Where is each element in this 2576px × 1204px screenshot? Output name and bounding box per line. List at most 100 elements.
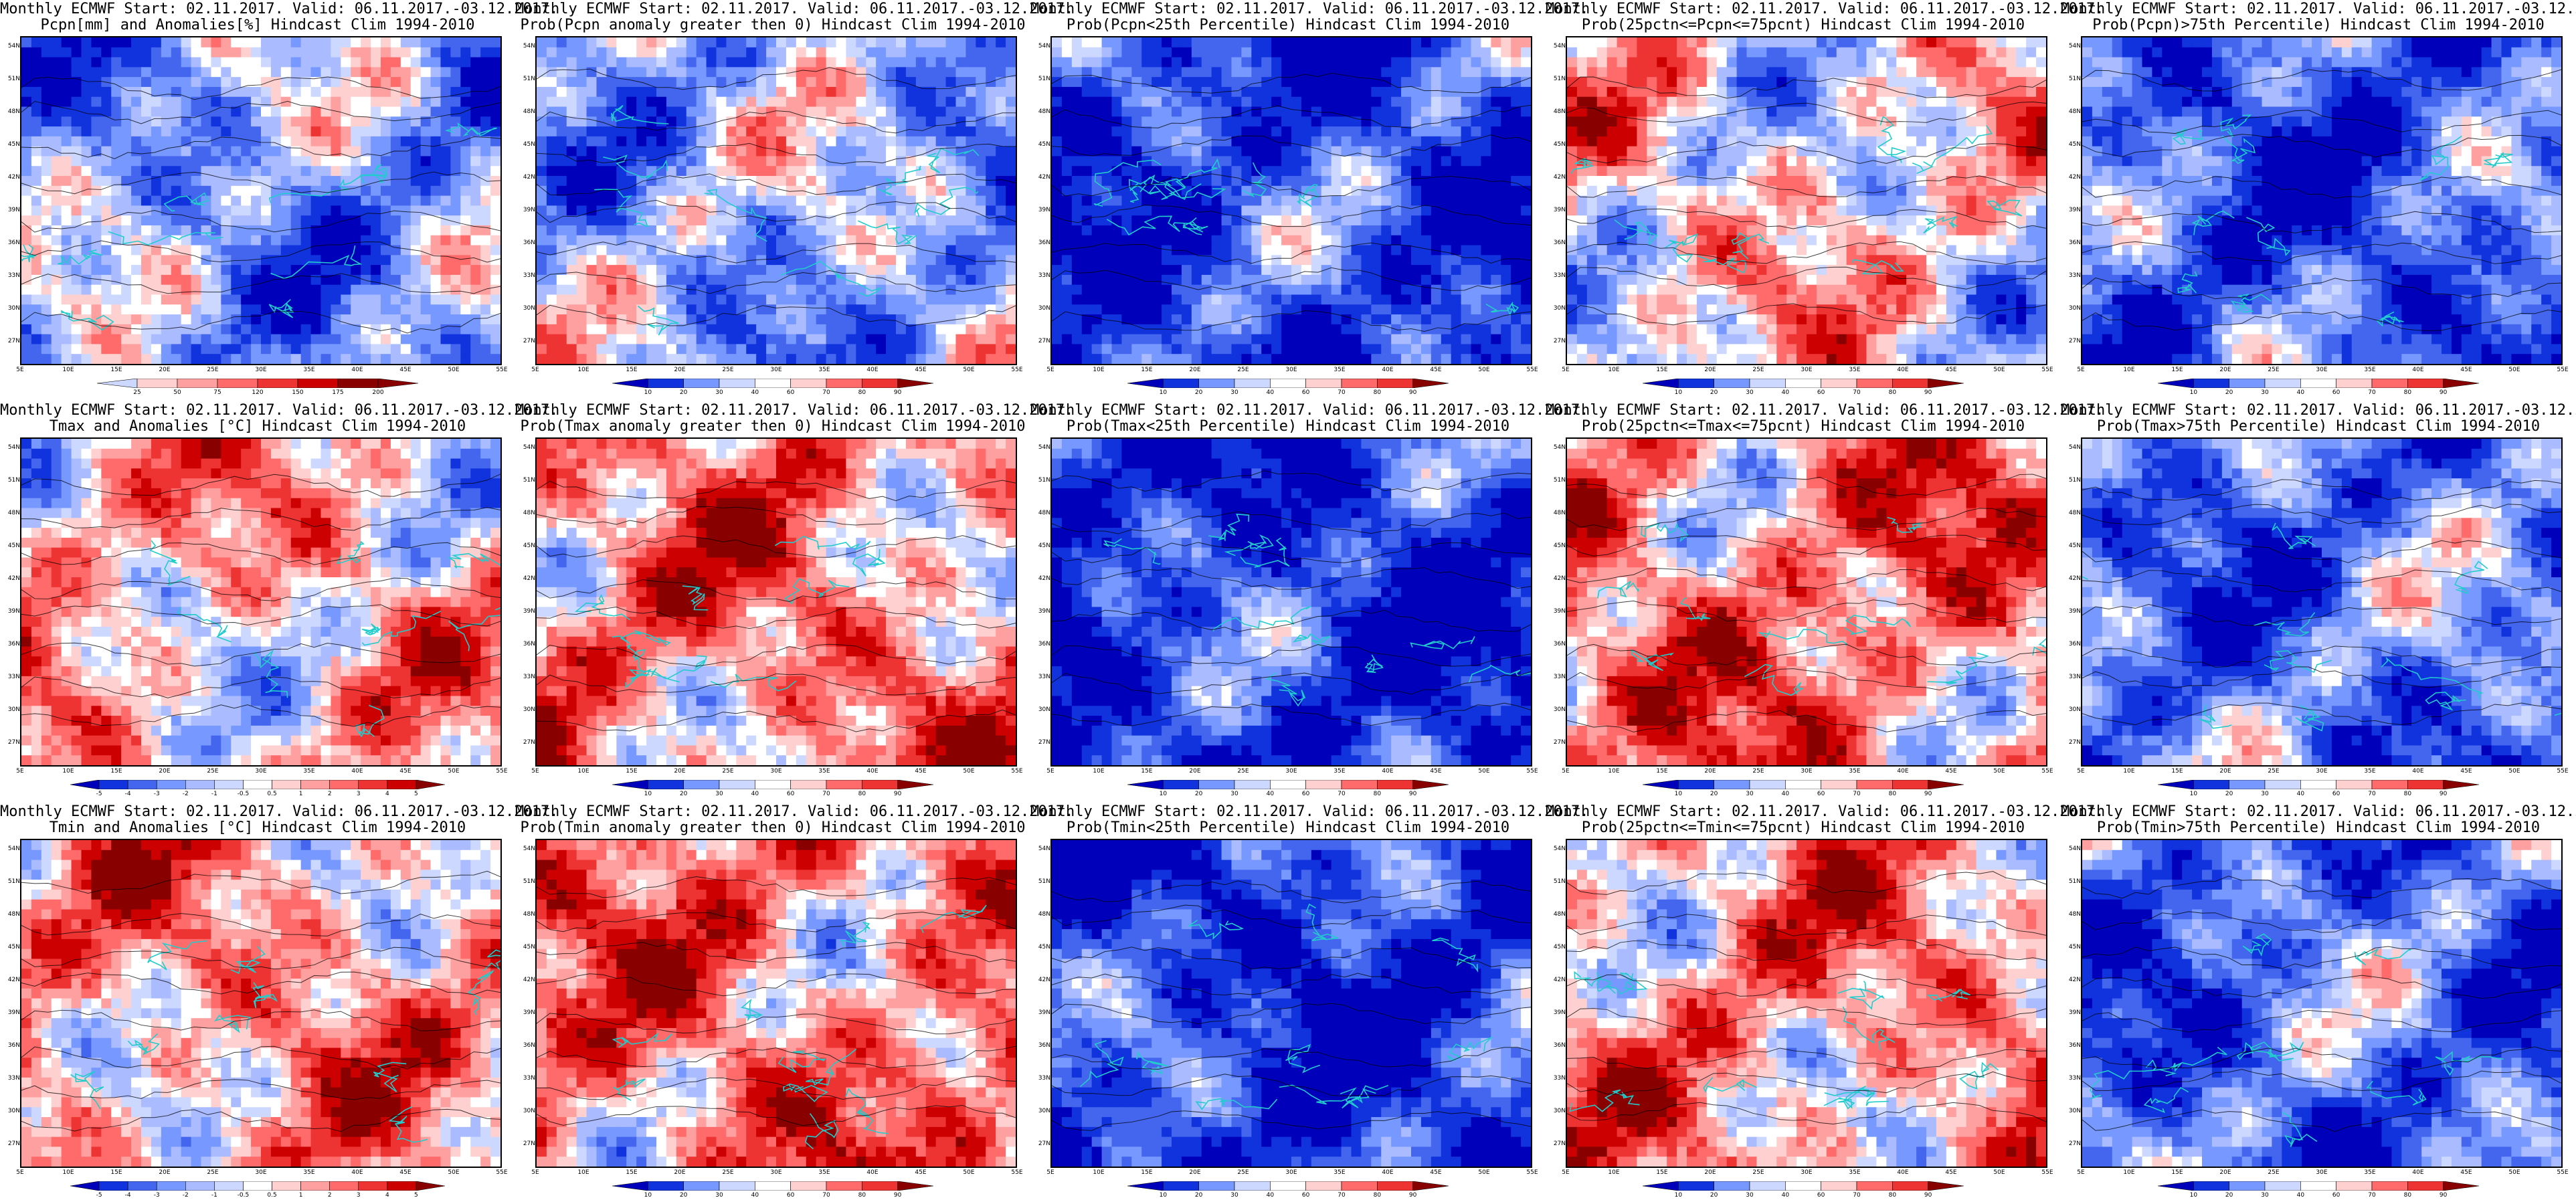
field-cell bbox=[676, 245, 687, 256]
field-cell bbox=[856, 344, 866, 355]
field-cell bbox=[450, 334, 462, 345]
field-cell bbox=[1281, 136, 1292, 147]
field-cell bbox=[945, 344, 957, 355]
field-cell bbox=[626, 245, 637, 256]
field-cell bbox=[1411, 284, 1422, 296]
field-cell bbox=[756, 284, 767, 296]
field-cell bbox=[241, 294, 252, 305]
field-cell bbox=[81, 176, 92, 187]
field-cell bbox=[1281, 47, 1292, 58]
field-cell bbox=[616, 294, 627, 305]
field-cell bbox=[490, 314, 500, 325]
field-cell bbox=[1501, 126, 1511, 137]
field-cell bbox=[181, 195, 192, 207]
field-cell bbox=[1152, 195, 1162, 207]
field-cell bbox=[1091, 57, 1103, 68]
field-cell bbox=[1061, 354, 1073, 364]
field-cell bbox=[1311, 215, 1322, 226]
field-cell bbox=[676, 96, 687, 108]
field-cell bbox=[905, 77, 917, 88]
field-cell bbox=[856, 255, 866, 266]
field-cell bbox=[596, 354, 608, 364]
field-cell bbox=[1261, 284, 1272, 296]
field-cell bbox=[400, 304, 411, 315]
field-cell bbox=[221, 324, 232, 335]
field-cell bbox=[786, 195, 797, 207]
field-cell bbox=[1886, 37, 1897, 48]
field-cell bbox=[1311, 324, 1322, 335]
field-cell bbox=[381, 47, 391, 58]
field-cell bbox=[61, 215, 72, 226]
field-cell bbox=[241, 274, 252, 286]
field-cell bbox=[836, 284, 847, 296]
field-cell bbox=[331, 116, 342, 127]
field-cell bbox=[945, 86, 957, 98]
field-cell bbox=[1101, 166, 1113, 177]
field-cell bbox=[1301, 57, 1312, 68]
field-cell bbox=[666, 136, 677, 147]
field-cell bbox=[221, 294, 232, 305]
field-cell bbox=[1251, 255, 1262, 266]
field-cell bbox=[490, 334, 500, 345]
field-cell bbox=[1341, 195, 1352, 207]
field-cell bbox=[1696, 37, 1708, 48]
field-cell bbox=[270, 176, 282, 187]
field-cell bbox=[280, 136, 292, 147]
field-cell bbox=[470, 96, 481, 108]
field-cell bbox=[91, 86, 102, 98]
field-cell bbox=[351, 116, 361, 127]
field-cell bbox=[21, 344, 32, 355]
field-cell bbox=[866, 67, 877, 78]
field-cell bbox=[1431, 294, 1442, 305]
field-cell bbox=[1121, 37, 1133, 48]
field-cell bbox=[796, 57, 807, 68]
field-cell bbox=[320, 334, 332, 345]
field-cell bbox=[537, 354, 547, 364]
field-cell bbox=[450, 116, 462, 127]
field-cell bbox=[31, 265, 42, 276]
field-cell bbox=[141, 265, 152, 276]
field-cell bbox=[537, 274, 547, 286]
field-cell bbox=[261, 265, 272, 276]
field-cell bbox=[410, 96, 422, 108]
field-cell bbox=[241, 354, 252, 364]
field-cell bbox=[866, 136, 877, 147]
field-cell bbox=[300, 136, 312, 147]
field-cell bbox=[1261, 67, 1272, 78]
field-cell bbox=[151, 314, 162, 325]
field-cell bbox=[616, 57, 627, 68]
field-cell bbox=[1420, 86, 1432, 98]
field-cell bbox=[925, 77, 937, 88]
field-cell bbox=[1271, 146, 1282, 157]
field-cell bbox=[41, 344, 52, 355]
field-cell bbox=[1521, 205, 1531, 216]
field-cell bbox=[300, 185, 312, 197]
field-cell bbox=[925, 116, 937, 127]
field-cell bbox=[241, 205, 252, 216]
field-cell bbox=[131, 245, 142, 256]
field-cell bbox=[1152, 245, 1162, 256]
field-cell bbox=[776, 294, 787, 305]
field-cell bbox=[676, 77, 687, 88]
field-cell bbox=[696, 314, 707, 325]
field-cell bbox=[976, 304, 986, 315]
field-cell bbox=[1371, 255, 1382, 266]
field-cell bbox=[1420, 354, 1432, 364]
field-cell bbox=[410, 205, 422, 216]
field-cell bbox=[1241, 47, 1253, 58]
field-cell bbox=[1501, 195, 1511, 207]
field-cell bbox=[440, 255, 452, 266]
field-cell bbox=[1331, 334, 1342, 345]
field-cell bbox=[706, 47, 717, 58]
field-cell bbox=[636, 146, 647, 157]
field-cell bbox=[1181, 314, 1192, 325]
field-cell bbox=[131, 324, 142, 335]
field-cell bbox=[1501, 57, 1511, 68]
field-cell bbox=[1121, 96, 1133, 108]
field-cell bbox=[300, 57, 312, 68]
field-cell bbox=[1521, 354, 1531, 364]
field-cell bbox=[626, 176, 637, 187]
field-cell bbox=[490, 185, 500, 197]
field-cell bbox=[31, 57, 42, 68]
field-cell bbox=[1381, 77, 1392, 88]
